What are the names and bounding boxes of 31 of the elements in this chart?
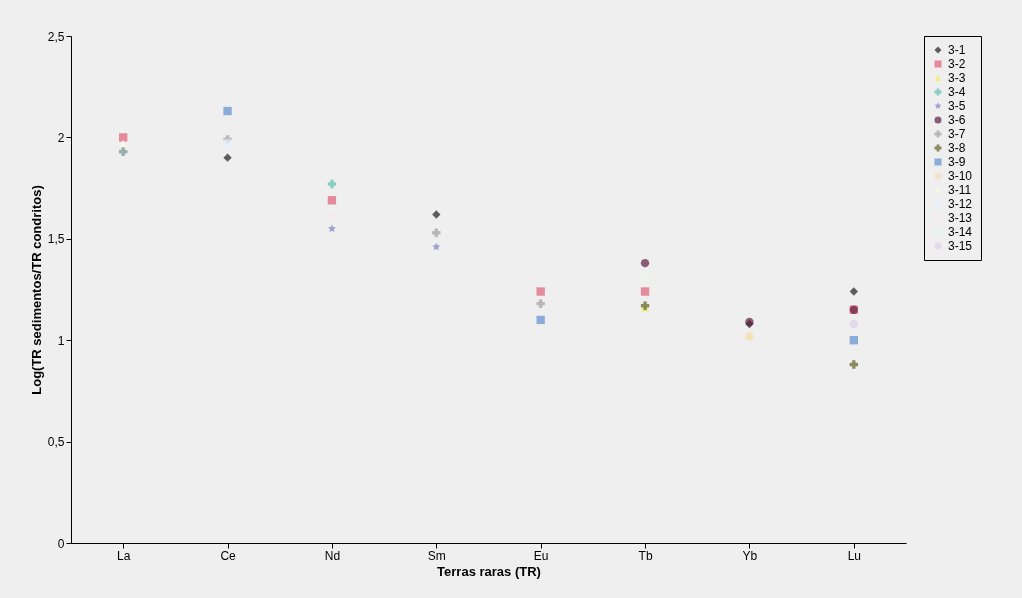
y-tick-label: 2,5 <box>47 29 65 44</box>
legend-label: 3-13 <box>948 211 973 225</box>
legend-label: 3-7 <box>948 127 966 141</box>
legend-label: 3-5 <box>948 99 966 113</box>
y-tick-label: 2 <box>57 130 65 145</box>
x-tick-label: La <box>117 548 131 563</box>
legend-label: 3-3 <box>948 71 966 85</box>
x-axis-title: Terras raras (TR) <box>437 563 541 579</box>
legend-label: 3-14 <box>948 225 973 239</box>
legend-label: 3-1 <box>948 43 966 57</box>
y-tick-label: 1,5 <box>47 232 65 247</box>
y-axis-title: Log(TR sedimentos/TR condritos) <box>28 185 44 395</box>
legend-label: 3-2 <box>948 57 966 71</box>
legend-label: 3-4 <box>948 85 966 99</box>
y-tick-label: 0,5 <box>47 435 65 450</box>
x-tick-label: Sm <box>427 548 446 563</box>
legend-label: 3-11 <box>948 183 972 197</box>
x-tick-label: Eu <box>533 548 549 563</box>
x-tick-label: Lu <box>847 548 861 563</box>
x-tick-label: Ce <box>220 548 237 563</box>
legend-label: 3-8 <box>948 141 966 155</box>
x-tick-label: Tb <box>638 548 653 563</box>
legend-label: 3-10 <box>948 169 973 183</box>
legend-label: 3-12 <box>948 197 973 211</box>
y-tick-label: 0 <box>57 536 65 551</box>
x-tick-label: Nd <box>324 548 341 563</box>
legend-label: 3-9 <box>948 155 966 169</box>
legend-label: 3-6 <box>948 113 966 127</box>
y-tick-label: 1 <box>57 333 65 348</box>
x-tick-label: Yb <box>742 548 758 563</box>
legend-label: 3-15 <box>948 239 973 253</box>
